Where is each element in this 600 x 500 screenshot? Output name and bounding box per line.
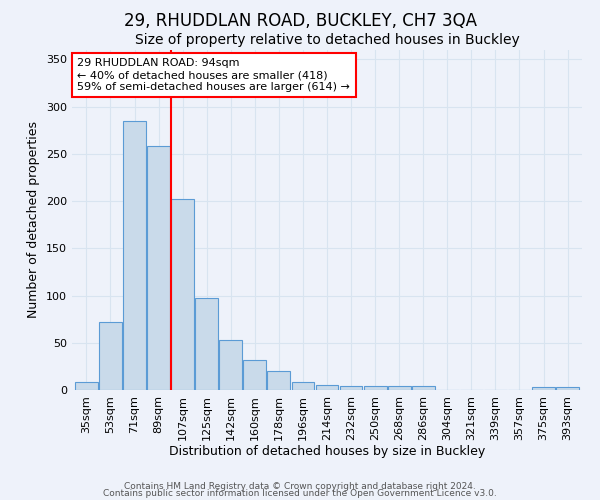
- Text: Contains public sector information licensed under the Open Government Licence v3: Contains public sector information licen…: [103, 489, 497, 498]
- Bar: [244, 360, 266, 390]
- Bar: [532, 387, 555, 390]
- Bar: [556, 387, 579, 390]
- Bar: [340, 386, 362, 390]
- Bar: [316, 386, 338, 390]
- Bar: [75, 382, 98, 390]
- Bar: [364, 386, 386, 390]
- Bar: [268, 371, 290, 390]
- Bar: [388, 386, 410, 390]
- Bar: [147, 146, 170, 390]
- Bar: [412, 386, 434, 390]
- Bar: [171, 199, 194, 390]
- Text: Contains HM Land Registry data © Crown copyright and database right 2024.: Contains HM Land Registry data © Crown c…: [124, 482, 476, 491]
- Text: 29 RHUDDLAN ROAD: 94sqm
← 40% of detached houses are smaller (418)
59% of semi-d: 29 RHUDDLAN ROAD: 94sqm ← 40% of detache…: [77, 58, 350, 92]
- Bar: [195, 298, 218, 390]
- Bar: [220, 340, 242, 390]
- X-axis label: Distribution of detached houses by size in Buckley: Distribution of detached houses by size …: [169, 446, 485, 458]
- Bar: [99, 322, 122, 390]
- Bar: [292, 382, 314, 390]
- Bar: [123, 121, 146, 390]
- Y-axis label: Number of detached properties: Number of detached properties: [28, 122, 40, 318]
- Text: 29, RHUDDLAN ROAD, BUCKLEY, CH7 3QA: 29, RHUDDLAN ROAD, BUCKLEY, CH7 3QA: [124, 12, 476, 30]
- Title: Size of property relative to detached houses in Buckley: Size of property relative to detached ho…: [134, 34, 520, 48]
